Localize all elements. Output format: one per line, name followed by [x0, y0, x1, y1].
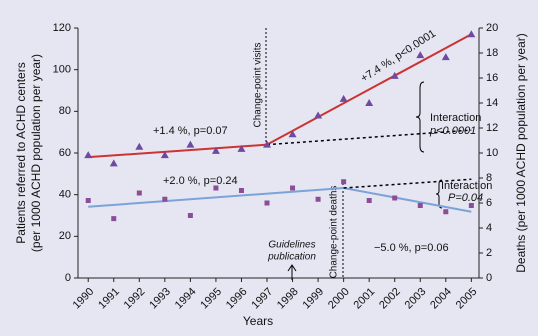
- triangle-marker: [211, 146, 220, 154]
- triangle-marker: [109, 159, 118, 167]
- annotation: +1.4 %, p=0.07: [153, 125, 228, 137]
- x-tick-label: 1996: [224, 286, 250, 312]
- triangle-marker: [339, 94, 348, 102]
- triangle-marker: [365, 99, 374, 106]
- x-tick-label: 2002: [377, 286, 403, 312]
- x-tick-label: 2003: [403, 286, 429, 312]
- x-tick-label: 1998: [275, 286, 301, 312]
- y2-tick-label: 6: [486, 197, 492, 209]
- y-tick-label: 80: [59, 105, 71, 117]
- x-tick-label: 1994: [173, 286, 199, 312]
- triangle-marker: [237, 144, 246, 152]
- square-marker: [213, 185, 219, 191]
- brace: [415, 81, 425, 153]
- square-marker: [187, 213, 193, 218]
- y2-tick-label: 12: [486, 122, 498, 134]
- y2-tick-label: 8: [486, 172, 492, 184]
- square-marker: [264, 200, 270, 206]
- trend-line: [266, 129, 472, 146]
- square-marker: [136, 190, 142, 196]
- trend-line: [88, 143, 268, 159]
- annotation: +7.4 %, p<0.0001: [359, 28, 438, 85]
- square-marker: [315, 196, 321, 202]
- y2-tick-label: 18: [486, 47, 498, 59]
- y2-tick-label: 20: [486, 22, 498, 34]
- triangle-marker: [390, 71, 399, 79]
- x-tick-label: 1995: [198, 286, 224, 312]
- annotation: +2.0 %, p=0.24: [163, 175, 238, 187]
- square-marker: [162, 196, 168, 202]
- annotation: Change-point visits: [253, 42, 264, 127]
- x-tick-label: 2005: [454, 286, 480, 312]
- x-tick-label: 2004: [428, 286, 454, 312]
- triangle-marker: [314, 111, 323, 119]
- arrow: [287, 264, 297, 280]
- annotation: P=0.04: [448, 192, 483, 204]
- triangle-marker: [441, 53, 450, 61]
- trend-line: [266, 33, 472, 146]
- annotation: Interaction: [430, 112, 481, 124]
- y-tick-label: 0: [65, 272, 71, 284]
- y-axis-title: (per 1000 ACHD population per year): [29, 54, 43, 252]
- x-tick-label: 1997: [249, 286, 275, 312]
- square-marker: [238, 188, 244, 193]
- square-marker: [366, 198, 372, 203]
- y-tick-label: 60: [59, 147, 71, 159]
- y-tick-label: 40: [59, 189, 71, 201]
- y2-axis-title: Deaths (per 1000 ACHD population per yea…: [514, 33, 528, 272]
- y-tick-label: 20: [59, 230, 71, 242]
- x-axis-title: Years: [243, 314, 273, 328]
- triangle-marker: [84, 151, 93, 159]
- triangle-marker: [416, 51, 425, 59]
- annotation: −5.0 %, p=0.06: [374, 242, 449, 254]
- square-marker: [290, 185, 296, 191]
- annotation: Guidelines: [268, 240, 315, 251]
- square-marker: [341, 179, 347, 185]
- x-tick-label: 1999: [300, 286, 326, 312]
- trend-line: [88, 187, 344, 208]
- triangle-marker: [135, 142, 144, 150]
- x-tick-label: 2001: [352, 286, 378, 312]
- y2-tick-label: 10: [486, 147, 498, 159]
- triangle-marker: [186, 140, 195, 148]
- square-marker: [392, 195, 398, 201]
- x-tick-label: 1992: [122, 286, 148, 312]
- x-tick-label: 1993: [147, 286, 173, 312]
- x-tick-label: 2000: [326, 286, 352, 312]
- triangle-marker: [467, 30, 476, 38]
- square-marker: [111, 216, 117, 222]
- x-tick-label: 1990: [71, 286, 97, 312]
- y-tick-label: 120: [53, 22, 71, 34]
- square-marker: [443, 209, 449, 215]
- y2-tick-label: 4: [486, 222, 492, 234]
- triangle-marker: [288, 130, 297, 138]
- square-marker: [85, 198, 91, 203]
- annotation: Interaction: [441, 180, 492, 192]
- annotation: publication: [267, 252, 316, 263]
- x-tick-label: 1991: [96, 286, 122, 312]
- y2-tick-label: 0: [486, 272, 492, 284]
- annotation: Change-point deaths: [329, 186, 340, 279]
- triangle-marker: [263, 140, 272, 148]
- y-axis-title: Patients referred to ACHD centers: [14, 62, 28, 243]
- y2-tick-label: 14: [486, 97, 498, 109]
- square-marker: [468, 203, 474, 208]
- y2-tick-label: 16: [486, 72, 498, 84]
- trend-line: [343, 187, 472, 213]
- y-tick-label: 100: [53, 64, 71, 76]
- y2-tick-label: 2: [486, 247, 492, 259]
- triangle-marker: [160, 151, 169, 159]
- square-marker: [417, 203, 423, 208]
